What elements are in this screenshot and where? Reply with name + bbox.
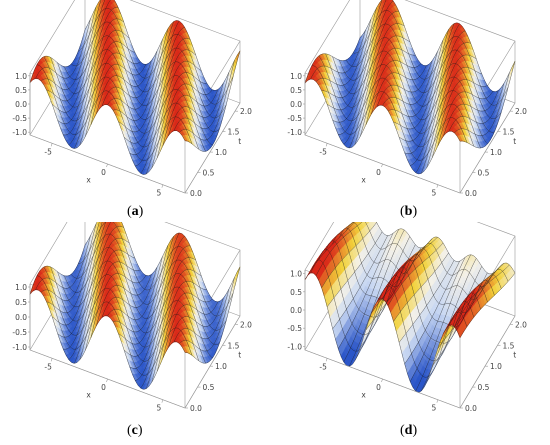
t-tick-label: 0.0 (190, 404, 202, 413)
x-tick-label: -5 (44, 362, 52, 371)
x-tick-label: -5 (319, 362, 327, 371)
t-axis-label: t (238, 137, 241, 146)
t-tick-label: 0.5 (478, 169, 490, 178)
x-tick-label: 5 (431, 189, 436, 198)
z-tick-label: 0.0 (15, 313, 27, 322)
z-tick-label: 0.5 (290, 288, 302, 297)
surface (29, 0, 241, 175)
z-tick-label: 0.5 (15, 298, 27, 307)
surface-plot-c: 1.0 0.5 0.0 -0.5 -1.0 -5 0 5 x 0.0 0.5 1.0 1.5 2.0 t (12, 222, 252, 413)
t-tick-label: 0.0 (465, 189, 477, 198)
panel-d: 1.0 0.5 0.0 -0.5 -1.0 -5 0 5 x 0.0 0.5 1.0 1.5 2.0 t (… (275, 222, 550, 444)
z-tick-label: 1.0 (15, 283, 27, 292)
surface (304, 0, 516, 175)
x-tick (325, 358, 328, 362)
mesh-lines (304, 0, 516, 175)
t-tick-label: 1.0 (215, 362, 227, 371)
z-tick-label: 0.0 (290, 306, 302, 315)
x-tick (106, 163, 108, 168)
mesh-lines (304, 222, 516, 393)
t-tick-label: 0.5 (478, 383, 490, 392)
surface (29, 222, 241, 390)
x-tick (325, 143, 328, 147)
z-tick-label: 0.5 (15, 86, 27, 95)
t-tick-label: 0.5 (203, 383, 215, 392)
t-axis-label: t (513, 351, 516, 360)
z-tick-label: -1.0 (12, 128, 27, 137)
t-tick-label: 1.5 (503, 341, 515, 350)
surface-plot-b: 1.0 0.5 0.0 -0.5 -1.0 -5 0 5 x 0.0 0.5 1.0 1.5 2.0 t (287, 0, 527, 198)
t-tick-label: 1.5 (228, 128, 240, 137)
z-tick-label: -1.0 (287, 342, 302, 351)
x-tick-label: 5 (431, 404, 436, 413)
z-tick-label: -0.5 (287, 114, 302, 123)
z-tick-label: 1.0 (290, 72, 302, 81)
z-tick-label: -0.5 (287, 324, 302, 333)
x-tick (161, 184, 164, 188)
surface-plot-d: 1.0 0.5 0.0 -0.5 -1.0 -5 0 5 x 0.0 0.5 1.0 1.5 2.0 t (287, 222, 527, 413)
x-tick-label: 0 (376, 383, 381, 392)
t-tick-label: 2.0 (240, 320, 252, 329)
t-tick-label: 1.5 (503, 128, 515, 137)
mesh-lines (29, 222, 241, 390)
x-tick-label: -5 (319, 147, 327, 156)
x-tick-label: 0 (101, 383, 106, 392)
z-tick-label: -1.0 (287, 128, 302, 137)
x-tick (381, 378, 383, 383)
mesh-lines (29, 0, 241, 175)
caption-c: (c) (127, 423, 143, 438)
z-tick-label: 1.0 (15, 72, 27, 81)
x-tick-label: -5 (44, 147, 52, 156)
x-axis-label: x (86, 176, 91, 185)
t-tick-label: 1.0 (215, 148, 227, 157)
caption-d: (d) (400, 423, 418, 438)
t-tick-label: 1.5 (228, 341, 240, 350)
t-tick-label: 1.0 (490, 148, 502, 157)
x-tick-label: 5 (156, 189, 161, 198)
t-tick-label: 2.0 (515, 320, 527, 329)
z-tick-label: 0.0 (290, 100, 302, 109)
x-tick (50, 143, 53, 147)
t-axis-label: t (238, 351, 241, 360)
panel-c: 1.0 0.5 0.0 -0.5 -1.0 -5 0 5 x 0.0 0.5 1.0 1.5 2.0 t (… (0, 222, 275, 444)
t-tick-label: 1.0 (490, 362, 502, 371)
z-tick-label: -0.5 (12, 328, 27, 337)
caption-b: (b) (400, 204, 418, 219)
x-tick (381, 163, 383, 168)
surface-plot-a: 1.0 0.5 0.0 -0.5 -1.0 -5 0 5 x 0.0 0.5 1.0 1.5 2.0 t (12, 0, 252, 198)
z-tick-label: 1.0 (290, 270, 302, 279)
t-tick-label: 0.0 (190, 189, 202, 198)
x-tick (436, 399, 439, 403)
t-tick-label: 2.0 (240, 107, 252, 116)
z-tick-label: 0.0 (15, 100, 27, 109)
panel-a: 1.0 0.5 0.0 -0.5 -1.0 -5 0 5 x 0.0 0.5 1.0 1.5 2.0 t (… (0, 0, 275, 222)
x-tick (161, 399, 164, 403)
caption-a: (a) (127, 204, 144, 219)
x-axis-label: x (361, 391, 366, 400)
x-axis-label: x (361, 176, 366, 185)
t-axis-label: t (513, 137, 516, 146)
panel-b: 1.0 0.5 0.0 -0.5 -1.0 -5 0 5 x 0.0 0.5 1.0 1.5 2.0 t (… (275, 0, 550, 222)
z-tick-label: -1.0 (12, 343, 27, 352)
t-tick-label: 0.0 (465, 404, 477, 413)
x-tick (50, 358, 53, 362)
t-tick-label: 2.0 (515, 107, 527, 116)
x-tick (106, 378, 108, 383)
x-axis-label: x (86, 391, 91, 400)
x-tick (436, 184, 439, 188)
t-tick-label: 0.5 (203, 169, 215, 178)
x-tick-label: 0 (101, 168, 106, 177)
z-tick-label: 0.5 (290, 86, 302, 95)
x-tick-label: 5 (156, 404, 161, 413)
z-tick-label: -0.5 (12, 114, 27, 123)
x-tick-label: 0 (376, 168, 381, 177)
